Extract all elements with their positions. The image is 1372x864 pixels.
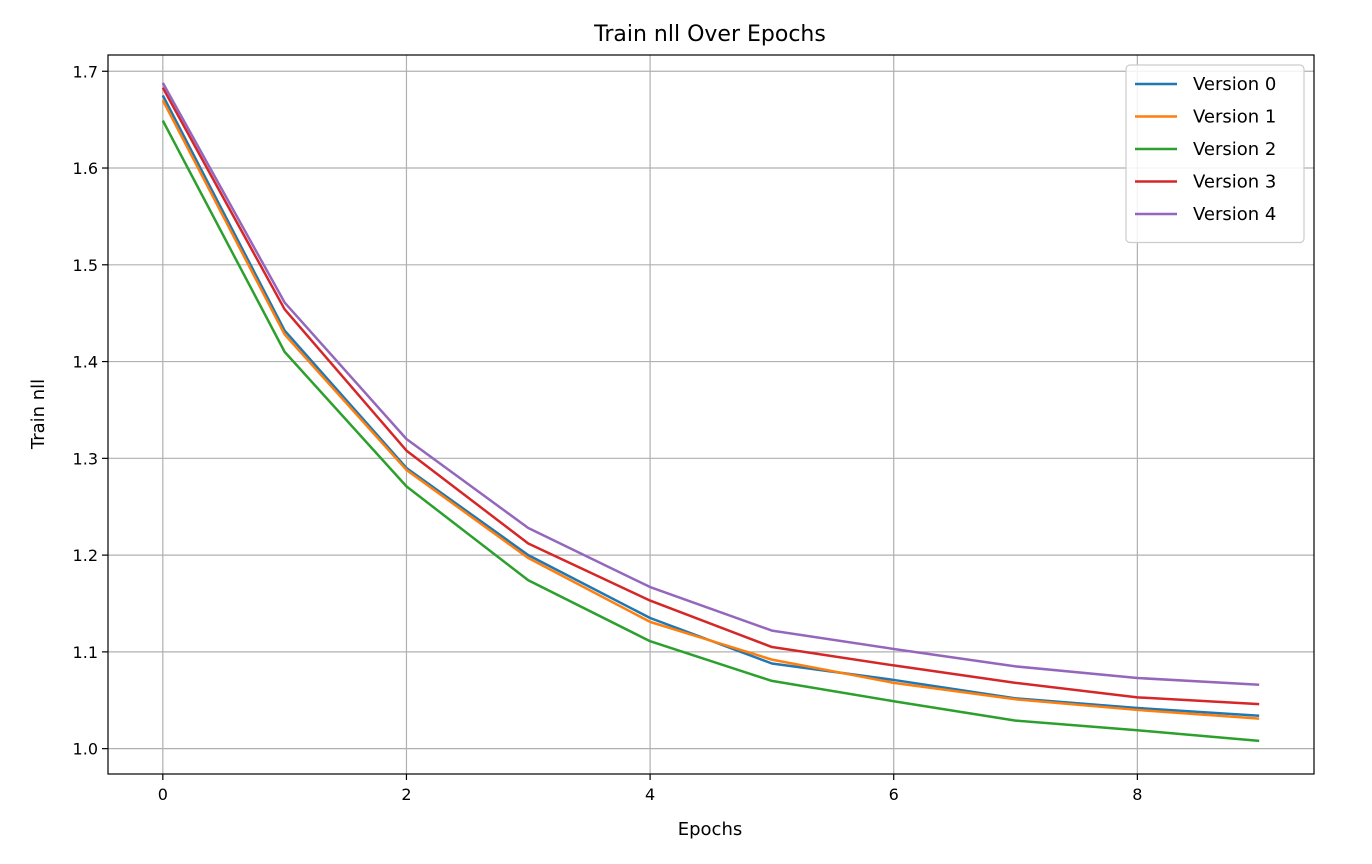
x-tick-label: 2 — [401, 785, 411, 804]
y-tick-label: 1.2 — [73, 546, 98, 565]
y-tick-label: 1.4 — [73, 353, 98, 372]
y-axis-label: Train nll — [28, 379, 49, 450]
x-tick-label: 0 — [158, 785, 168, 804]
y-tick-label: 1.0 — [73, 740, 98, 759]
series-line-version-1 — [161, 99, 1260, 720]
y-tick-label: 1.5 — [73, 256, 98, 275]
legend-label: Version 1 — [1193, 107, 1276, 128]
series-line-version-2 — [161, 120, 1260, 743]
x-tick-label: 8 — [1132, 785, 1142, 804]
y-tick-label: 1.6 — [73, 159, 98, 178]
y-tick-label: 1.7 — [73, 62, 98, 81]
x-axis-label: Epochs — [678, 819, 743, 840]
plot-frame — [107, 54, 1315, 775]
legend-label: Version 2 — [1193, 139, 1276, 160]
series-line-version-3 — [161, 87, 1260, 706]
y-axis-ticks: 1.0 1.1 1.2 1.3 1.4 1.5 1.6 1.7 — [73, 62, 108, 759]
y-tick-label: 1.3 — [73, 449, 98, 468]
chart-title: Train nll Over Epochs — [593, 22, 826, 47]
legend-label: Version 4 — [1193, 204, 1276, 225]
series-lines — [161, 82, 1260, 743]
series-line-version-4 — [161, 82, 1260, 687]
x-axis-ticks: 0 2 4 6 8 — [158, 774, 1142, 804]
legend-label: Version 0 — [1193, 74, 1276, 95]
legend-label: Version 3 — [1193, 172, 1276, 193]
y-tick-label: 1.1 — [73, 643, 98, 662]
legend: Version 0 Version 1 Version 2 Version 3 Vers… — [1125, 64, 1305, 244]
x-tick-label: 6 — [889, 785, 899, 804]
grid-lines — [108, 55, 1314, 774]
legend-box — [1125, 64, 1305, 244]
x-tick-label: 4 — [645, 785, 655, 804]
